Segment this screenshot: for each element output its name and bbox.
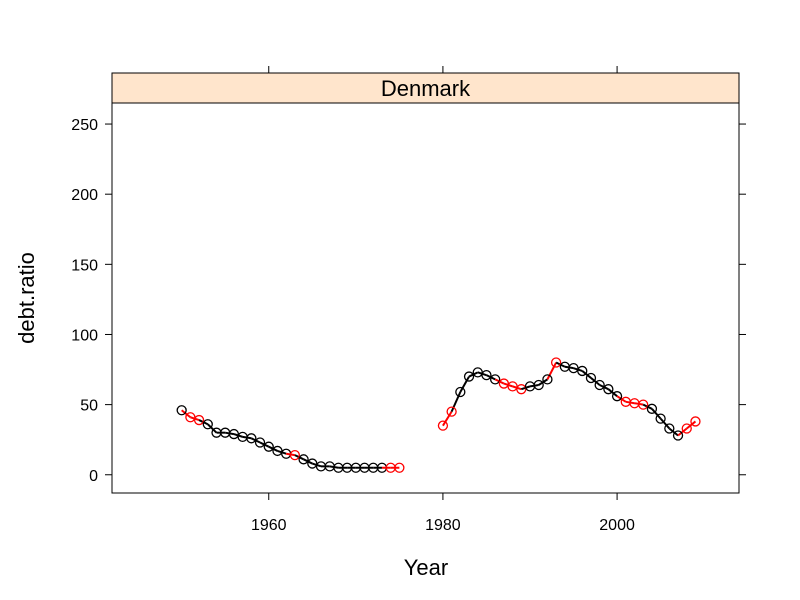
series-segment [538,378,548,386]
data-point [550,357,562,368]
y-tick-label: 100 [71,327,98,344]
y-tick-label: 0 [89,468,98,485]
data-point [681,423,692,434]
data-point [577,365,588,377]
series-segment [616,395,627,403]
data-point [246,433,257,444]
plot-panel-frame [111,102,740,494]
series-segment [459,376,470,393]
series-points [176,357,701,473]
data-point [481,370,492,381]
x-tick-label: 2000 [599,517,635,534]
data-point [263,441,274,452]
y-tick-label: 200 [71,187,98,204]
series-segment [668,427,679,437]
data-point [542,374,553,385]
series-segments [181,361,697,469]
series-segment [207,423,218,434]
data-point [638,399,649,410]
x-tick-label: 1960 [251,517,287,534]
series-segment [659,417,671,430]
series-segment [677,427,688,437]
x-axis: 1960 1980 2000 [251,66,635,534]
y-axis: 0 50 100 150 200 250 [71,117,746,485]
data-point [646,403,658,414]
data-point [394,462,405,473]
series-segment [590,377,601,386]
series-segment [686,420,697,430]
data-point [193,414,205,426]
data-point [446,406,457,417]
data-point [490,374,501,385]
data-point [594,379,605,391]
series-segment [581,370,592,379]
panel-strip-label: Denmark [381,76,471,101]
y-tick-label: 150 [71,257,98,274]
x-tick-label: 1980 [425,517,461,534]
data-point [455,386,466,398]
data-point [585,372,597,384]
data-point [655,413,666,424]
y-tick-label: 250 [71,117,98,134]
series-segment [651,408,662,420]
data-point [437,420,449,431]
panel-strip [111,72,740,104]
series-segment [607,388,618,397]
data-point [672,430,684,441]
data-point [664,423,675,434]
data-point [254,437,266,448]
data-point [463,371,475,382]
data-point [533,379,544,391]
data-point [202,419,213,430]
x-axis-title: Year [404,555,448,580]
data-point [603,384,614,395]
series-segment [442,411,453,427]
series-segment [546,362,558,380]
data-point [690,416,701,427]
series-segment [450,391,462,413]
y-tick-label: 50 [80,398,98,415]
data-point [298,454,309,465]
data-point [289,449,301,461]
y-axis-title: debt.ratio [14,252,39,344]
data-point [611,391,623,402]
series-segment [181,409,192,419]
data-point [176,405,187,416]
